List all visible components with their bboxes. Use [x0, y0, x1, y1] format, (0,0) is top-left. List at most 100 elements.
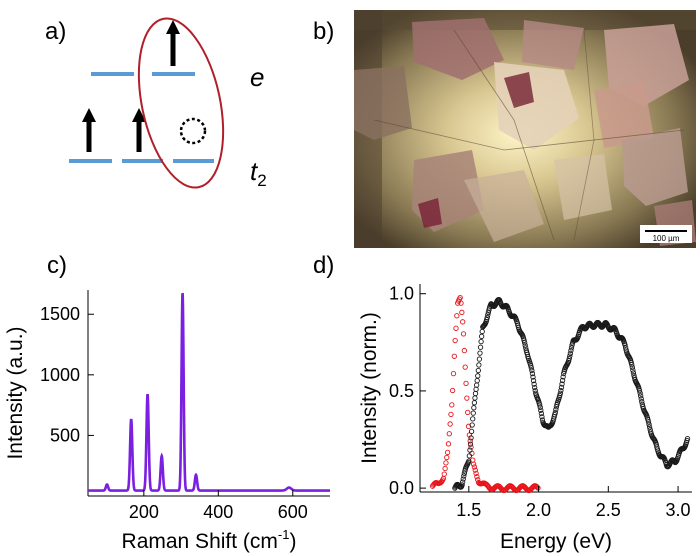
energy-point-black	[472, 395, 478, 401]
energy-point-black	[478, 333, 485, 339]
raman-x-axis-label-end: )	[289, 530, 296, 553]
energy-point-red	[535, 485, 541, 491]
energy-point-black	[568, 345, 575, 351]
energy-point-black	[471, 405, 477, 411]
energy-point-black	[548, 422, 554, 429]
raman-y-axis-label: Intensity (a.u.)	[4, 326, 27, 459]
energy-point-red	[449, 402, 455, 408]
energy-point-red	[447, 421, 453, 427]
energy-point-black	[459, 482, 465, 488]
panel-label-b: b)	[313, 18, 335, 45]
energy-point-black	[552, 409, 558, 416]
energy-point-black	[630, 367, 636, 373]
energy-point-black	[466, 458, 472, 464]
spin-up-arrow-t2-2	[132, 108, 146, 152]
energy-point-black	[553, 406, 559, 413]
energy-point-red	[444, 449, 451, 456]
energy-point-black	[557, 390, 563, 396]
t2-level-label: t2	[250, 156, 267, 190]
energy-point-black	[467, 447, 473, 453]
raman-x-axis-label: Raman Shift (cm-1)	[122, 527, 297, 553]
energy-point-red	[441, 471, 447, 477]
energy-point-black	[468, 435, 474, 441]
energy-point-black	[466, 453, 473, 459]
energy-point-red	[471, 464, 478, 470]
energy-series-red	[429, 294, 541, 494]
energy-point-red	[450, 370, 457, 377]
energy-point-black	[522, 342, 528, 348]
energy-point-black	[646, 421, 652, 428]
energy-point-black	[559, 381, 565, 387]
energy-point-black	[477, 344, 484, 350]
energy-point-black	[529, 367, 535, 374]
energy-point-black	[467, 441, 474, 447]
energy-point-black	[470, 416, 476, 422]
panel-label-d: d)	[313, 252, 335, 279]
energy-point-black	[558, 384, 565, 391]
energy-point-black	[629, 364, 635, 370]
spin-up-arrow-t2-1	[82, 108, 96, 152]
energy-x-tick-label: 1.5	[456, 500, 481, 520]
energy-point-black	[567, 350, 574, 357]
energy-series-black	[452, 297, 691, 491]
raman-spectrum-chart: 200 400 600 500 1000 1500 Intensity (a.u.) R…	[4, 290, 330, 553]
spin-up-arrow-e	[166, 20, 180, 66]
energy-point-red	[449, 387, 456, 394]
energy-point-black	[629, 362, 635, 368]
raman-y-tick-label: 1500	[40, 304, 80, 324]
energy-point-red	[463, 380, 469, 387]
energy-point-black	[528, 362, 534, 369]
energy-point-red	[464, 395, 470, 401]
energy-point-black	[628, 359, 634, 365]
energy-point-black	[472, 390, 479, 397]
energy-point-red	[474, 474, 480, 480]
energy-point-black	[475, 373, 481, 379]
energy-y-axis-label: Intensity (norm.)	[358, 312, 381, 464]
energy-point-black	[473, 386, 479, 392]
energy-point-black	[528, 365, 534, 371]
energy-point-red	[470, 461, 477, 467]
energy-point-black	[521, 339, 528, 346]
energy-y-tick-label: 0.0	[389, 478, 414, 498]
energy-point-black	[460, 476, 466, 482]
energy-point-red	[460, 319, 466, 325]
energy-point-black	[477, 350, 483, 356]
energy-point-black	[474, 378, 480, 384]
panel-label-c: c)	[47, 252, 67, 279]
energy-point-black	[684, 435, 691, 442]
energy-point-black	[521, 337, 527, 343]
energy-point-red	[445, 441, 452, 447]
energy-point-red	[451, 353, 457, 359]
energy-point-black	[471, 400, 478, 406]
energy-point-black	[529, 370, 536, 377]
energy-point-black	[622, 342, 628, 348]
energy-point-black	[558, 387, 564, 394]
energy-x-tick-label: 2.5	[596, 500, 621, 520]
energy-point-black	[560, 374, 566, 380]
energy-point-black	[468, 428, 475, 435]
energy-point-red	[458, 300, 464, 306]
energy-point-red	[457, 294, 463, 301]
energy-point-black	[532, 384, 538, 391]
energy-spectrum-chart: 1.5 2.0 2.5 3.0 0.0 0.5 1.0 Intensity (norm.)…	[358, 284, 692, 553]
energy-x-tick-label: 3.0	[666, 500, 691, 520]
energy-point-black	[460, 479, 466, 485]
energy-point-black	[537, 402, 543, 408]
panel-label-a: a)	[45, 18, 67, 45]
energy-point-black	[530, 374, 536, 380]
energy-point-black	[530, 377, 537, 384]
energy-point-black	[469, 422, 475, 428]
energy-point-red	[443, 460, 449, 466]
energy-point-black	[484, 314, 490, 321]
energy-x-axis-label: Energy (eV)	[500, 530, 612, 553]
energy-point-black	[646, 424, 653, 430]
scale-bar-label: 100 µm	[653, 234, 680, 243]
energy-point-red	[448, 411, 454, 418]
energy-level-diagram: e t2	[69, 17, 267, 190]
energy-point-black	[636, 388, 643, 394]
energy-point-black	[475, 367, 481, 374]
raman-y-tick-label: 1000	[40, 365, 80, 385]
energy-point-black	[638, 396, 644, 402]
energy-y-tick-label: 0.5	[389, 381, 414, 401]
energy-point-red	[472, 467, 478, 473]
